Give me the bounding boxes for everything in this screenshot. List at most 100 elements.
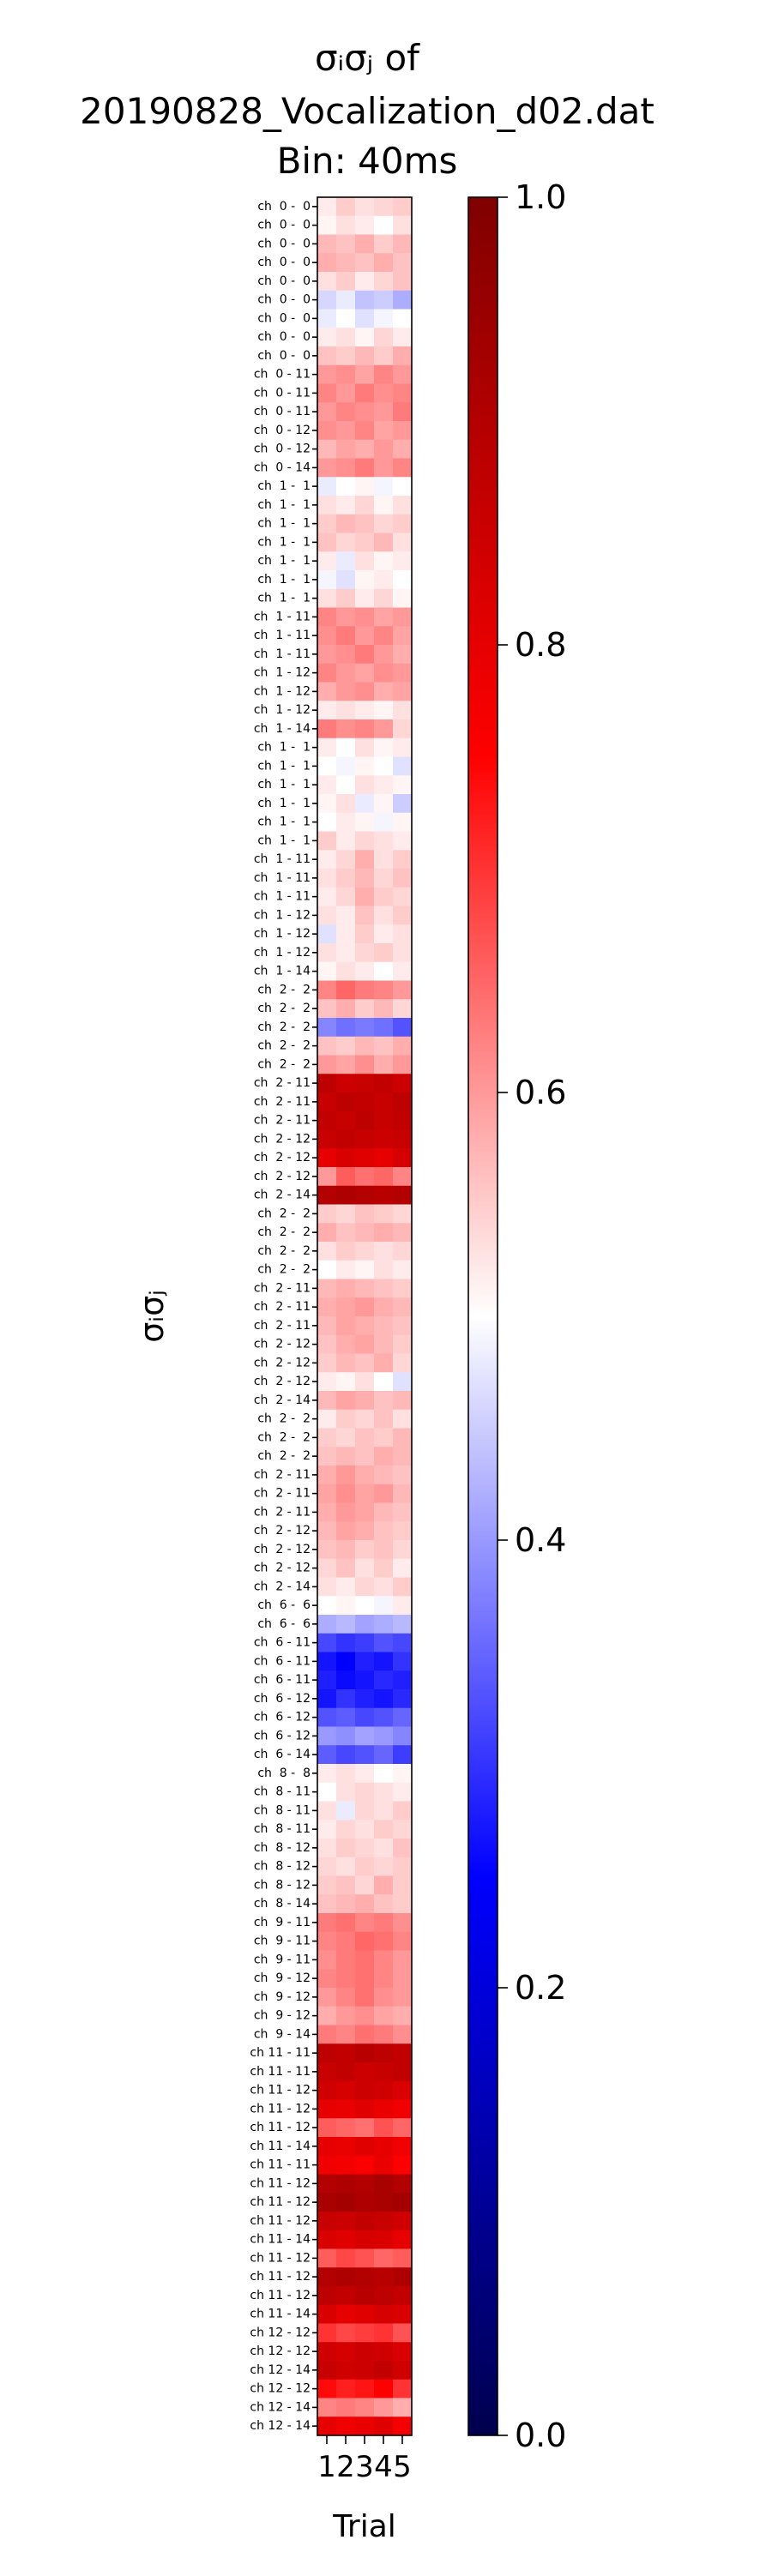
heatmap-cell <box>355 2398 375 2417</box>
y-tick-label: ch 11 - 12 <box>250 2214 311 2228</box>
heatmap-cell <box>355 1316 375 1336</box>
heatmap-cell <box>374 309 394 328</box>
heatmap-cell <box>336 1689 356 1709</box>
heatmap-cell <box>336 2398 356 2417</box>
heatmap-cell <box>336 1782 356 1802</box>
heatmap-cell <box>393 1185 413 1205</box>
heatmap-cell <box>336 364 356 384</box>
y-tick-label: ch 2 - 2 <box>257 1244 311 1258</box>
heatmap-cell <box>374 2062 394 2082</box>
y-axis-label: σᵢσⱼ <box>133 1290 171 1343</box>
y-tick-label: ch 2 - 11 <box>254 1468 311 1482</box>
heatmap-cell <box>317 2398 337 2417</box>
y-tick-label: ch 2 - 12 <box>254 1543 311 1556</box>
heatmap-cell <box>355 533 375 552</box>
heatmap-cell <box>374 1484 394 1503</box>
heatmap-cell <box>336 1353 356 1373</box>
y-tick-label: ch 1 - 1 <box>257 778 311 791</box>
y-tick-label: ch 6 - 12 <box>254 1711 311 1724</box>
chart-title-line: σᵢσⱼ of <box>315 37 420 79</box>
heatmap-cell <box>317 2304 337 2324</box>
heatmap-cell <box>393 2417 413 2436</box>
y-tick-label: ch 1 - 1 <box>257 535 311 549</box>
heatmap-cell <box>355 1297 375 1317</box>
heatmap-cell <box>317 924 337 944</box>
heatmap-cell <box>355 1129 375 1149</box>
heatmap-cell <box>374 663 394 683</box>
heatmap-cell <box>317 2155 337 2175</box>
heatmap-cell <box>393 2043 413 2063</box>
heatmap-cell <box>336 421 356 441</box>
heatmap-cell <box>355 1372 375 1392</box>
heatmap-cell <box>317 2342 337 2362</box>
y-tick-label: ch 2 - 2 <box>257 1207 311 1220</box>
heatmap-cell <box>374 1988 394 2007</box>
heatmap-cell <box>336 607 356 627</box>
y-tick-label: ch 11 - 12 <box>250 2121 311 2134</box>
heatmap-cell <box>374 570 394 590</box>
heatmap-cell <box>317 2379 337 2398</box>
heatmap-cell <box>317 831 337 851</box>
y-tick-label: ch 6 - 14 <box>254 1748 311 1761</box>
y-tick-label: ch 2 - 12 <box>254 1375 311 1388</box>
heatmap-cell <box>317 2174 337 2194</box>
heatmap-cell <box>317 1596 337 1616</box>
heatmap-cell <box>355 1558 375 1578</box>
y-tick-label: ch 1 - 1 <box>257 479 311 493</box>
heatmap-cell <box>393 607 413 627</box>
heatmap-cell <box>355 719 375 739</box>
heatmap-cell <box>393 1615 413 1634</box>
heatmap-cell <box>355 1521 375 1541</box>
heatmap-cell <box>393 1167 413 1187</box>
heatmap-cell <box>317 1372 337 1392</box>
heatmap-cell <box>355 1726 375 1746</box>
y-tick-label: ch 2 - 2 <box>257 1430 311 1444</box>
heatmap-cell <box>393 663 413 683</box>
heatmap-cell <box>393 1670 413 1690</box>
y-tick-label: ch 1 - 11 <box>254 890 311 904</box>
heatmap-cell <box>336 1726 356 1746</box>
heatmap-cell <box>336 2006 356 2025</box>
heatmap-cell <box>336 2137 356 2157</box>
heatmap-cell <box>336 234 356 254</box>
heatmap-cell <box>374 2230 394 2249</box>
heatmap-cell <box>336 496 356 515</box>
heatmap-cell <box>393 2342 413 2362</box>
heatmap-cell <box>317 1707 337 1727</box>
heatmap-cell <box>336 775 356 795</box>
heatmap-cell <box>317 999 337 1019</box>
heatmap-cell <box>393 1913 413 1933</box>
heatmap-cell <box>317 1466 337 1485</box>
heatmap-cell <box>355 1820 375 1839</box>
heatmap-cell <box>317 1839 337 1858</box>
heatmap-cell <box>374 514 394 533</box>
y-tick-label: ch 8 - 12 <box>254 1860 311 1874</box>
heatmap-cell <box>355 328 375 347</box>
heatmap-cell <box>336 1913 356 1933</box>
heatmap-cell <box>336 682 356 701</box>
heatmap-cell <box>355 1055 375 1074</box>
y-tick-label: ch 1 - 1 <box>257 816 311 829</box>
heatmap-cell <box>374 1279 394 1298</box>
heatmap-cell <box>374 831 394 851</box>
heatmap-cell <box>355 943 375 963</box>
heatmap-cell <box>336 383 356 403</box>
heatmap-cell <box>374 1540 394 1560</box>
x-tick-label: 5 <box>393 2450 412 2484</box>
heatmap-cell <box>393 2212 413 2231</box>
heatmap-cell <box>317 2286 337 2306</box>
heatmap-cell <box>336 1540 356 1560</box>
colorbar <box>467 196 498 2436</box>
heatmap-cell <box>355 439 375 459</box>
heatmap-cell <box>336 2342 356 2362</box>
y-tick-label: ch 0 - 0 <box>257 219 311 232</box>
heatmap-cell <box>355 961 375 981</box>
y-tick-label: ch 12 - 12 <box>250 2326 311 2339</box>
heatmap-cell <box>336 2230 356 2249</box>
heatmap-cell <box>317 1055 337 1074</box>
heatmap-cell <box>317 1540 337 1560</box>
heatmap-cell <box>317 850 337 870</box>
heatmap-cell <box>393 1466 413 1485</box>
heatmap-cell <box>355 1391 375 1411</box>
